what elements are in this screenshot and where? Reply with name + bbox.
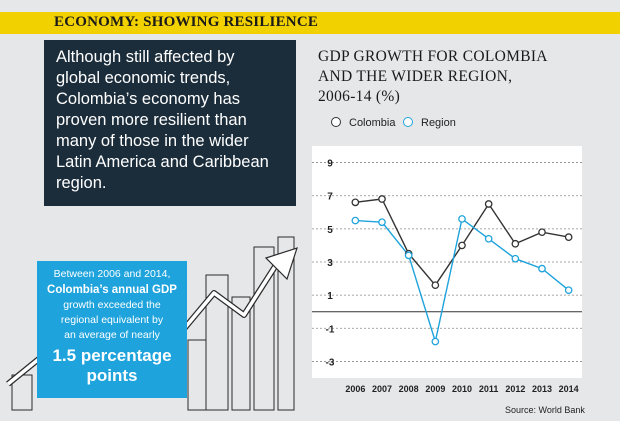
callout-highlight: 1.5 percentage (52, 346, 172, 365)
chart-labels: 9 7 5 3 1 -1 -3 2006 2007 2008 2009 2010 2011 2012 201… (326, 159, 579, 394)
data-point-colombia (378, 195, 386, 203)
x-tick-label: 2011 (479, 384, 499, 394)
y-tick-label: 3 (327, 258, 333, 269)
x-tick-label: 2009 (425, 384, 445, 394)
chart-grid (312, 146, 582, 378)
callout-line: an average of nearly (64, 329, 160, 341)
x-tick-label: 2013 (532, 384, 552, 394)
section-banner: ECONOMY: SHOWING RESILIENCE (0, 12, 620, 34)
colombia-marker-icon (331, 117, 341, 127)
data-point-region (538, 264, 546, 273)
intro-line: region. (56, 174, 107, 192)
x-tick-label: 2008 (399, 384, 419, 394)
x-tick-label: 2006 (345, 384, 365, 394)
data-point-region (378, 218, 386, 227)
intro-line: Colombia’s economy has (56, 90, 241, 108)
callout-line: Colombia’s annual GDP (47, 284, 177, 296)
callout-line: Between 2006 and 2014, (53, 268, 171, 280)
intro-line: global economic trends, (56, 69, 231, 87)
data-point-colombia (538, 228, 546, 237)
callout-line: regional equivalent by (60, 314, 164, 326)
legend-label: Colombia (349, 117, 396, 129)
arrow-head-icon (264, 247, 298, 281)
data-point-region (431, 337, 440, 346)
callout-highlight: points (86, 366, 138, 385)
data-point-colombia (484, 200, 493, 208)
data-point-region (511, 254, 520, 263)
chart-points (351, 195, 573, 346)
chart-title-line: GDP GROWTH FOR COLOMBIA (318, 48, 548, 65)
y-tick-label: 5 (327, 225, 333, 236)
data-point-colombia (458, 241, 466, 250)
source-note: Source: World Bank (505, 405, 585, 415)
data-point-region (404, 251, 413, 260)
x-tick-label: 2010 (452, 384, 472, 394)
intro-line: Latin America and Caribbean (56, 153, 269, 171)
data-point-colombia (564, 233, 573, 241)
data-point-region (484, 234, 493, 243)
legend-item-region: Region (403, 117, 456, 129)
data-point-region (564, 286, 573, 295)
data-point-colombia (431, 281, 440, 290)
chart-title-line: 2006-14 (%) (318, 88, 401, 105)
intro-box: Although still affected by global econom… (44, 40, 296, 206)
y-tick-label: 9 (327, 159, 333, 170)
x-tick-label: 2007 (372, 384, 392, 394)
y-tick-label: 1 (327, 291, 333, 302)
data-point-region (351, 216, 360, 225)
chart-title: GDP GROWTH FOR COLOMBIA AND THE WIDER RE… (318, 47, 608, 107)
intro-text: Although still affected by global econom… (56, 47, 288, 194)
callout-line: growth exceeded the (63, 299, 161, 311)
x-tick-label: 2014 (559, 384, 579, 394)
banner-title: ECONOMY: SHOWING RESILIENCE (54, 14, 319, 30)
data-point-colombia (351, 198, 360, 207)
legend-item-colombia: Colombia (331, 117, 395, 129)
legend-label: Region (421, 117, 456, 129)
x-tick-label: 2012 (505, 384, 525, 394)
y-tick-label: -3 (326, 357, 335, 368)
intro-line: many of those in the wider (56, 132, 249, 150)
y-tick-label: 7 (327, 192, 333, 203)
intro-line: Although still affected by (56, 48, 235, 66)
data-point-region (458, 215, 466, 223)
chart-title-line: AND THE WIDER REGION, (318, 68, 513, 85)
region-marker-icon (403, 117, 413, 127)
callout-box: Between 2006 and 2014, Colombia’s annual… (37, 261, 187, 398)
y-tick-label: -1 (326, 324, 335, 335)
intro-line: proven more resilient than (56, 111, 247, 129)
data-point-colombia (511, 239, 520, 248)
